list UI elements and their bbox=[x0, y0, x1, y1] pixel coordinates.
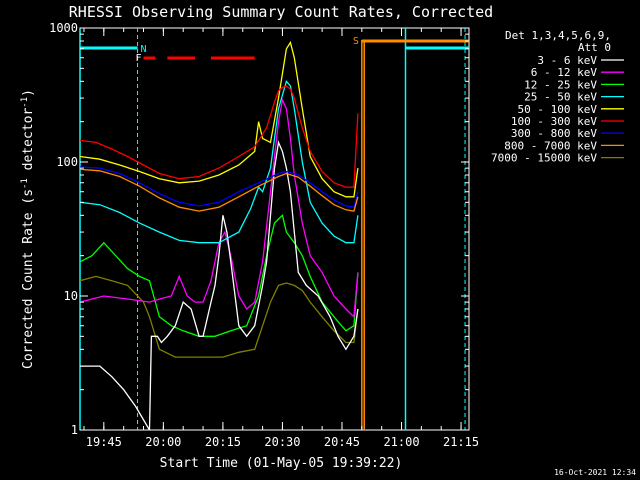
series-line-6-12-kev bbox=[80, 97, 359, 319]
y-axis-label-sup2: -1 bbox=[20, 97, 30, 108]
y-axis-label-mid: detector bbox=[21, 108, 36, 179]
saa-marker-label: S bbox=[353, 36, 359, 47]
y-tick-label: 1000 bbox=[49, 21, 78, 35]
series-line-300-800-kev bbox=[80, 166, 359, 208]
series-line-3-6-kev bbox=[80, 140, 359, 430]
legend-entry-label: 300 - 800 keV bbox=[511, 127, 597, 140]
legend-entry-label: 800 - 7000 keV bbox=[504, 139, 597, 152]
y-axis-label-end: ) bbox=[21, 89, 36, 97]
legend-entry-label: 3 - 6 keV bbox=[537, 54, 597, 67]
legend-header-line: Att 0 bbox=[578, 41, 611, 54]
y-tick-label: 100 bbox=[56, 155, 78, 169]
legend-entry-label: 7000 - 15000 keV bbox=[491, 152, 597, 165]
x-tick-label: 20:00 bbox=[145, 435, 181, 449]
series-line-7000-15000-kev bbox=[80, 275, 359, 358]
legend-entry-label: 25 - 50 keV bbox=[524, 91, 597, 104]
legend-entry-label: 6 - 12 keV bbox=[531, 66, 598, 79]
x-tick-label: 20:45 bbox=[324, 435, 360, 449]
legend-entry-label: 50 - 100 keV bbox=[518, 103, 598, 116]
series-line-12-25-kev bbox=[80, 214, 359, 337]
flare-marker-label: F bbox=[136, 53, 142, 64]
plot-frame bbox=[79, 27, 470, 431]
series-layer bbox=[80, 40, 359, 430]
x-tick-label: 20:15 bbox=[205, 435, 241, 449]
series-line-100-300-kev bbox=[80, 85, 359, 188]
y-axis-label: Corrected Count Rate (s-1 detector-1) bbox=[20, 89, 36, 369]
x-tick-label: 19:45 bbox=[86, 435, 122, 449]
chart-title: RHESSI Observing Summary Count Rates, Co… bbox=[69, 3, 493, 21]
axis-layer: 1 10 100 1000 19:45 20:00 20:15 20:30 20:45 21:00… bbox=[49, 21, 479, 449]
x-tick-label: 21:00 bbox=[383, 435, 419, 449]
series-line-50-100-kev bbox=[80, 40, 359, 198]
y-tick-label: 10 bbox=[64, 289, 78, 303]
legend-header-line: Det 1,3,4,5,6,9, bbox=[505, 29, 611, 42]
annotation-layer: NF S bbox=[79, 28, 469, 430]
series-line-800-7000-kev bbox=[80, 168, 359, 212]
y-tick-label: 1 bbox=[71, 423, 78, 437]
timestamp: 16-Oct-2021 12:34 bbox=[554, 468, 636, 477]
y-axis-label-main: Corrected Count Rate (s bbox=[21, 189, 36, 369]
x-tick-label: 21:15 bbox=[443, 435, 479, 449]
legend-entry-label: 12 - 25 keV bbox=[524, 78, 597, 91]
x-tick-label: 20:30 bbox=[264, 435, 300, 449]
y-axis-label-sup1: -1 bbox=[20, 178, 30, 189]
night-marker-label: N bbox=[141, 44, 147, 55]
series-line-25-50-kev bbox=[80, 79, 359, 244]
legend-entry-label: 100 - 300 keV bbox=[511, 115, 597, 128]
x-axis-label: Start Time (01-May-05 19:39:22) bbox=[160, 456, 403, 471]
